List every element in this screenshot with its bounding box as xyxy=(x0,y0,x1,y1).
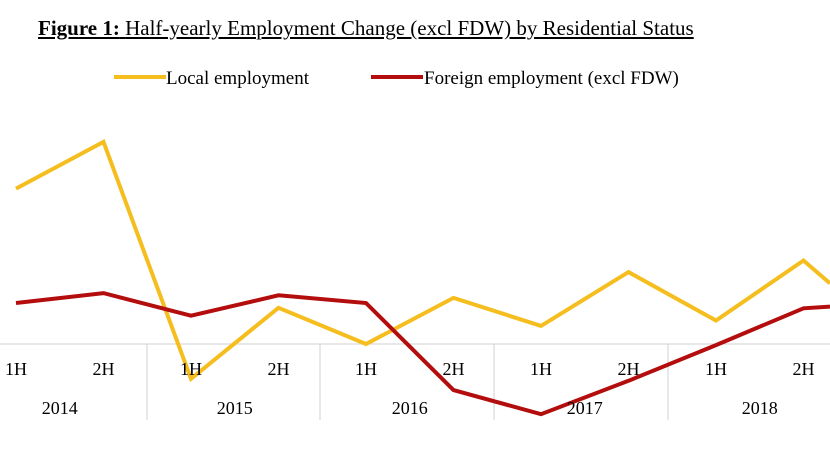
series-lines xyxy=(15,139,830,417)
year-label: 2018 xyxy=(742,398,778,418)
x-tick-label: 2H xyxy=(793,359,815,379)
x-tick-label: 1H xyxy=(355,359,377,379)
year-label: 2014 xyxy=(42,398,78,418)
x-tick-label: 2H xyxy=(618,359,640,379)
x-tick-labels: 1H 2H 1H 2H 1H 2H 1H 2H 1H 2H 2014 2015 2016 2017 2018 xyxy=(5,359,815,418)
chart-title: Figure 1: Half-yearly Employment Change … xyxy=(38,16,798,41)
figure-title: Half-yearly Employment Change (excl FDW)… xyxy=(125,16,694,40)
x-tick-label: 1H xyxy=(180,359,202,379)
x-tick-label: 2H xyxy=(268,359,290,379)
x-tick-label: 2H xyxy=(443,359,465,379)
year-label: 2015 xyxy=(217,398,253,418)
x-tick-label: 2H xyxy=(93,359,115,379)
series-line-2 xyxy=(15,291,830,417)
year-label: 2016 xyxy=(392,398,428,418)
x-axis xyxy=(0,343,830,420)
x-tick-label: 1H xyxy=(530,359,552,379)
x-tick-label: 1H xyxy=(705,359,727,379)
legend-label-1: Local employment xyxy=(166,68,310,89)
legend-label-2: Foreign employment (excl FDW) xyxy=(424,68,679,89)
year-label: 2017 xyxy=(567,398,603,418)
x-tick-label: 1H xyxy=(5,359,27,379)
series-line-1 xyxy=(15,139,830,383)
figure-label: Figure 1: xyxy=(38,16,120,40)
legend: Local employment Foreign employment (excl… xyxy=(114,68,679,89)
